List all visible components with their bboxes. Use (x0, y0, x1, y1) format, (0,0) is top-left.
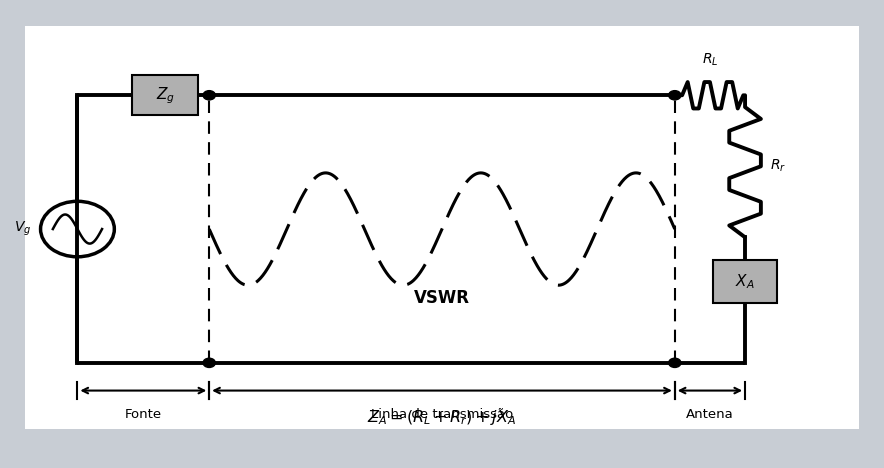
Text: $R_r$: $R_r$ (770, 158, 786, 175)
FancyBboxPatch shape (133, 75, 198, 115)
Text: Antena: Antena (686, 408, 734, 421)
Circle shape (668, 358, 681, 367)
Text: VSWR: VSWR (414, 289, 470, 307)
Text: Fonte: Fonte (125, 408, 162, 421)
Text: $Z_A = (R_L + R_r) + jX_A$: $Z_A = (R_L + R_r) + jX_A$ (368, 408, 516, 427)
FancyBboxPatch shape (25, 26, 859, 429)
FancyBboxPatch shape (713, 260, 777, 303)
Text: $R_L$: $R_L$ (702, 51, 718, 67)
Text: Linha de transmissão: Linha de transmissão (371, 408, 513, 421)
Text: $Z_g$: $Z_g$ (156, 85, 175, 106)
Circle shape (203, 358, 216, 367)
Circle shape (203, 91, 216, 100)
Circle shape (668, 91, 681, 100)
Text: $V_g$: $V_g$ (14, 220, 32, 238)
Text: $X_A$: $X_A$ (735, 272, 755, 291)
